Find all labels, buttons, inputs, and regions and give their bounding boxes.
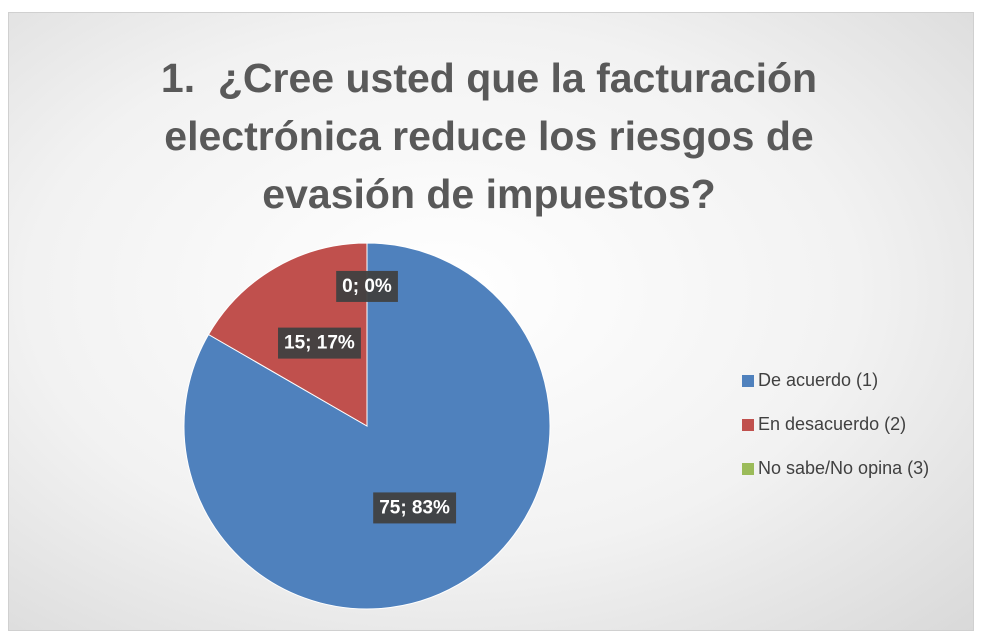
legend-swatch xyxy=(742,463,754,475)
data-label: 0; 0% xyxy=(342,276,392,297)
legend-swatch xyxy=(742,419,754,431)
data-label-box xyxy=(336,270,398,302)
legend-label: En desacuerdo (2) xyxy=(758,414,906,434)
legend-swatch xyxy=(742,375,754,387)
data-label-box xyxy=(278,327,361,359)
data-label: 15; 17% xyxy=(284,333,355,354)
chart-title: 1. ¿Cree usted que la facturación electr… xyxy=(160,55,829,217)
legend-label: No sabe/No opina (3) xyxy=(758,458,929,478)
data-label-box xyxy=(373,492,457,524)
legend-label: De acuerdo (1) xyxy=(758,370,878,390)
data-label: 75; 83% xyxy=(379,497,450,518)
